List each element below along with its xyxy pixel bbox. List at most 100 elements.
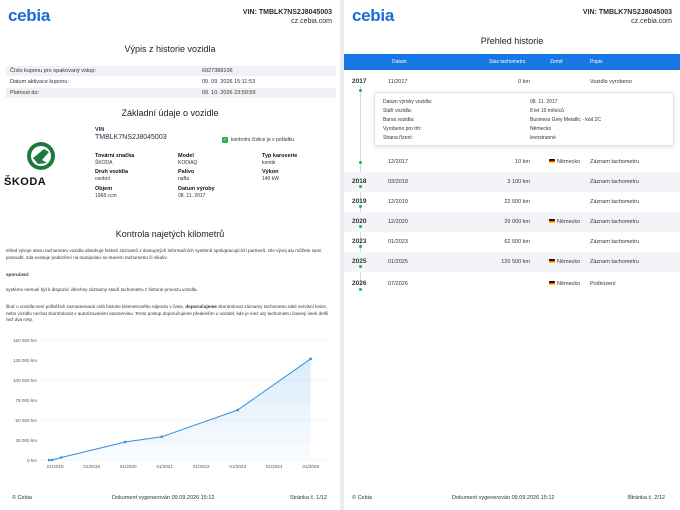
vehicle-field: Tovární značka ŠKODA xyxy=(95,153,134,166)
field-label: Druh vozidla xyxy=(95,169,129,175)
mileage-point xyxy=(47,458,51,462)
mileage-point xyxy=(123,440,127,444)
recommendation-text-2: škuť u vozidla není průběžně zaznamenaná… xyxy=(6,304,336,324)
table-row[interactable]: 2019 12/2019 22 500 km Záznam tachometru xyxy=(344,192,680,212)
vin-label: VIN xyxy=(95,127,105,133)
overview-title: Přehled historie xyxy=(480,36,544,46)
footer-generated: Dokument vygenerován 09.09.2026 15:12 xyxy=(112,495,215,501)
row-desc: Záznam tachometru xyxy=(590,239,639,245)
info-value: 09. 09. 2026 15:11:53 xyxy=(202,79,256,85)
field-label: Palivo xyxy=(178,169,195,175)
vin-box: VIN TMBLK7NS2J8045003 xyxy=(95,126,167,142)
field-label: Datum výroby xyxy=(178,186,215,192)
table-row[interactable]: 2017 11/2017 0 km Vozidlo vyrobeno xyxy=(344,72,680,92)
header-site: cz.cebia.com xyxy=(631,18,672,25)
germany-flag-icon xyxy=(549,159,555,163)
x-tick-label: 01/2019 xyxy=(83,464,100,469)
row-country: Německo xyxy=(549,252,580,272)
col-country: Země xyxy=(550,59,563,65)
history-title: Výpis z historie vozidla xyxy=(124,44,216,54)
x-tick-label: 01/2025 xyxy=(302,464,319,469)
mileage-point xyxy=(50,458,54,462)
row-date: 11/2017 xyxy=(388,79,408,85)
timeline-dot xyxy=(359,225,362,228)
header-vin-block: VIN: TMBLK7NS2J8045003 cz.cebia.com xyxy=(243,8,332,26)
basic-info-title: Základní údaje o vozidle xyxy=(121,108,219,118)
popup-key: Stáří vozidla: xyxy=(383,108,412,114)
vehicle-field: Model KODIAQ xyxy=(178,153,197,166)
info-key: Číslo kuponu pro opakovaný vstup: xyxy=(10,68,96,74)
popup-value: Business Grey Metallic - kód 2C xyxy=(530,117,602,123)
km-intro-text: ehled vývoje stavu tachometru vozidla ob… xyxy=(6,248,322,260)
header-vin-block: VIN: TMBLK7NS2J8045003 cz.cebia.com xyxy=(583,8,672,26)
info-row: Platnost do: 09. 10. 2026 23:59:59 xyxy=(6,88,336,98)
table-row[interactable]: 2026 07/2026 Německo Poškození xyxy=(344,274,680,294)
info-row: Číslo kuponu pro opakovaný vstup: 692738… xyxy=(6,66,336,76)
row-km: 62 500 km xyxy=(504,239,530,245)
field-label: Objem xyxy=(95,186,113,192)
skoda-logo-icon xyxy=(27,142,55,170)
table-row[interactable]: 2020 12/2020 29 000 km Německo Záznam ta… xyxy=(344,212,680,232)
row-country-text: Německo xyxy=(557,259,581,265)
y-tick-label: 125 000 km xyxy=(13,358,37,363)
table-row[interactable]: 2025 01/2025 126 500 km Německo Záznam t… xyxy=(344,252,680,272)
germany-flag-icon xyxy=(549,281,555,285)
check-icon: ✓ xyxy=(222,137,228,143)
timeline-dot xyxy=(359,265,362,268)
row-date: 12/2020 xyxy=(388,219,408,225)
germany-flag-icon xyxy=(549,219,555,223)
cebia-logo: cebia xyxy=(352,6,394,25)
vehicle-field: Typ karoserie kombi xyxy=(262,153,297,166)
table-row[interactable]: 2023 01/2023 62 500 km Záznam tachometru xyxy=(344,232,680,252)
x-tick-label: 01/2020 xyxy=(120,464,137,469)
row-desc: Záznam tachometru xyxy=(590,199,639,205)
row-year: 2026 xyxy=(352,280,367,287)
row-desc: Záznam tachometru xyxy=(590,159,639,165)
footer-page-number: Stránka č. 2/12 xyxy=(628,495,665,501)
info-value: 6927388106 xyxy=(202,68,233,74)
mileage-point xyxy=(160,435,163,439)
table-row[interactable]: 2018 03/2018 3 100 km Záznam tachometru xyxy=(344,172,680,192)
field-value: 1968 ccm xyxy=(95,192,117,199)
x-tick-label: 01/2023 xyxy=(229,464,246,469)
x-tick-label: 01/2021 xyxy=(156,464,173,469)
field-label: Typ karoserie xyxy=(262,153,298,159)
popup-key: Strana řízení: xyxy=(383,135,414,141)
vehicle-field: Palivo nafta xyxy=(178,169,194,182)
info-key: Platnost do: xyxy=(10,90,40,96)
mileage-point xyxy=(309,357,313,361)
row-country-text: Německo xyxy=(557,159,581,165)
timeline-dot xyxy=(359,288,362,291)
field-value: kombi xyxy=(262,159,276,166)
timeline-dot xyxy=(359,185,362,188)
popup-value: Německo xyxy=(530,126,552,132)
vehicle-field: Datum výroby 08. 11. 2017 xyxy=(178,186,215,199)
row-desc: Vozidlo vyrobeno xyxy=(590,79,632,85)
report-page-2: cebia VIN: TMBLK7NS2J8045003 cz.cebia.co… xyxy=(344,0,680,510)
recommendation-heading: sporučení: xyxy=(6,272,30,277)
row-date: 12/2017 xyxy=(388,159,408,165)
field-label: Výkon xyxy=(262,169,279,175)
timeline-dot xyxy=(359,245,362,248)
y-tick-label: 0 km xyxy=(27,458,37,463)
row-country-text: Německo xyxy=(557,281,581,287)
row-year: 2023 xyxy=(352,238,367,245)
row-km: 126 500 km xyxy=(501,259,530,265)
table-row[interactable]: 12/2017 10 km Německo Záznam tachometru xyxy=(344,152,680,172)
popup-key: Barva vozidla: xyxy=(383,117,415,123)
row-desc: Záznam tachometru xyxy=(590,179,639,185)
row-km: 0 km xyxy=(518,79,530,85)
footer-generated: Dokument vygenerován 09.09.2026 15:12 xyxy=(452,495,555,501)
info-row: Datum aktivace kuponu: 09. 09. 2026 15:1… xyxy=(6,77,336,87)
mileage-point xyxy=(236,408,240,412)
row-year: 2018 xyxy=(352,178,367,185)
rec-text-a: škuť u vozidla není průběžně zaznamenaná… xyxy=(6,304,186,309)
cebia-logo: cebia xyxy=(8,6,50,25)
field-value: ŠKODA xyxy=(95,159,113,166)
header-vin: VIN: TMBLK7NS2J8045003 xyxy=(242,9,332,16)
popup-key: Datum výroby vozidla: xyxy=(383,99,433,105)
mileage-point xyxy=(59,456,63,459)
vin-check: ✓ kontrolní číslice je v pořádku xyxy=(222,137,294,143)
vehicle-field: Výkon 140 kW xyxy=(262,169,279,182)
history-table-header: Datum Stav tachometru Země Popis xyxy=(344,54,680,70)
